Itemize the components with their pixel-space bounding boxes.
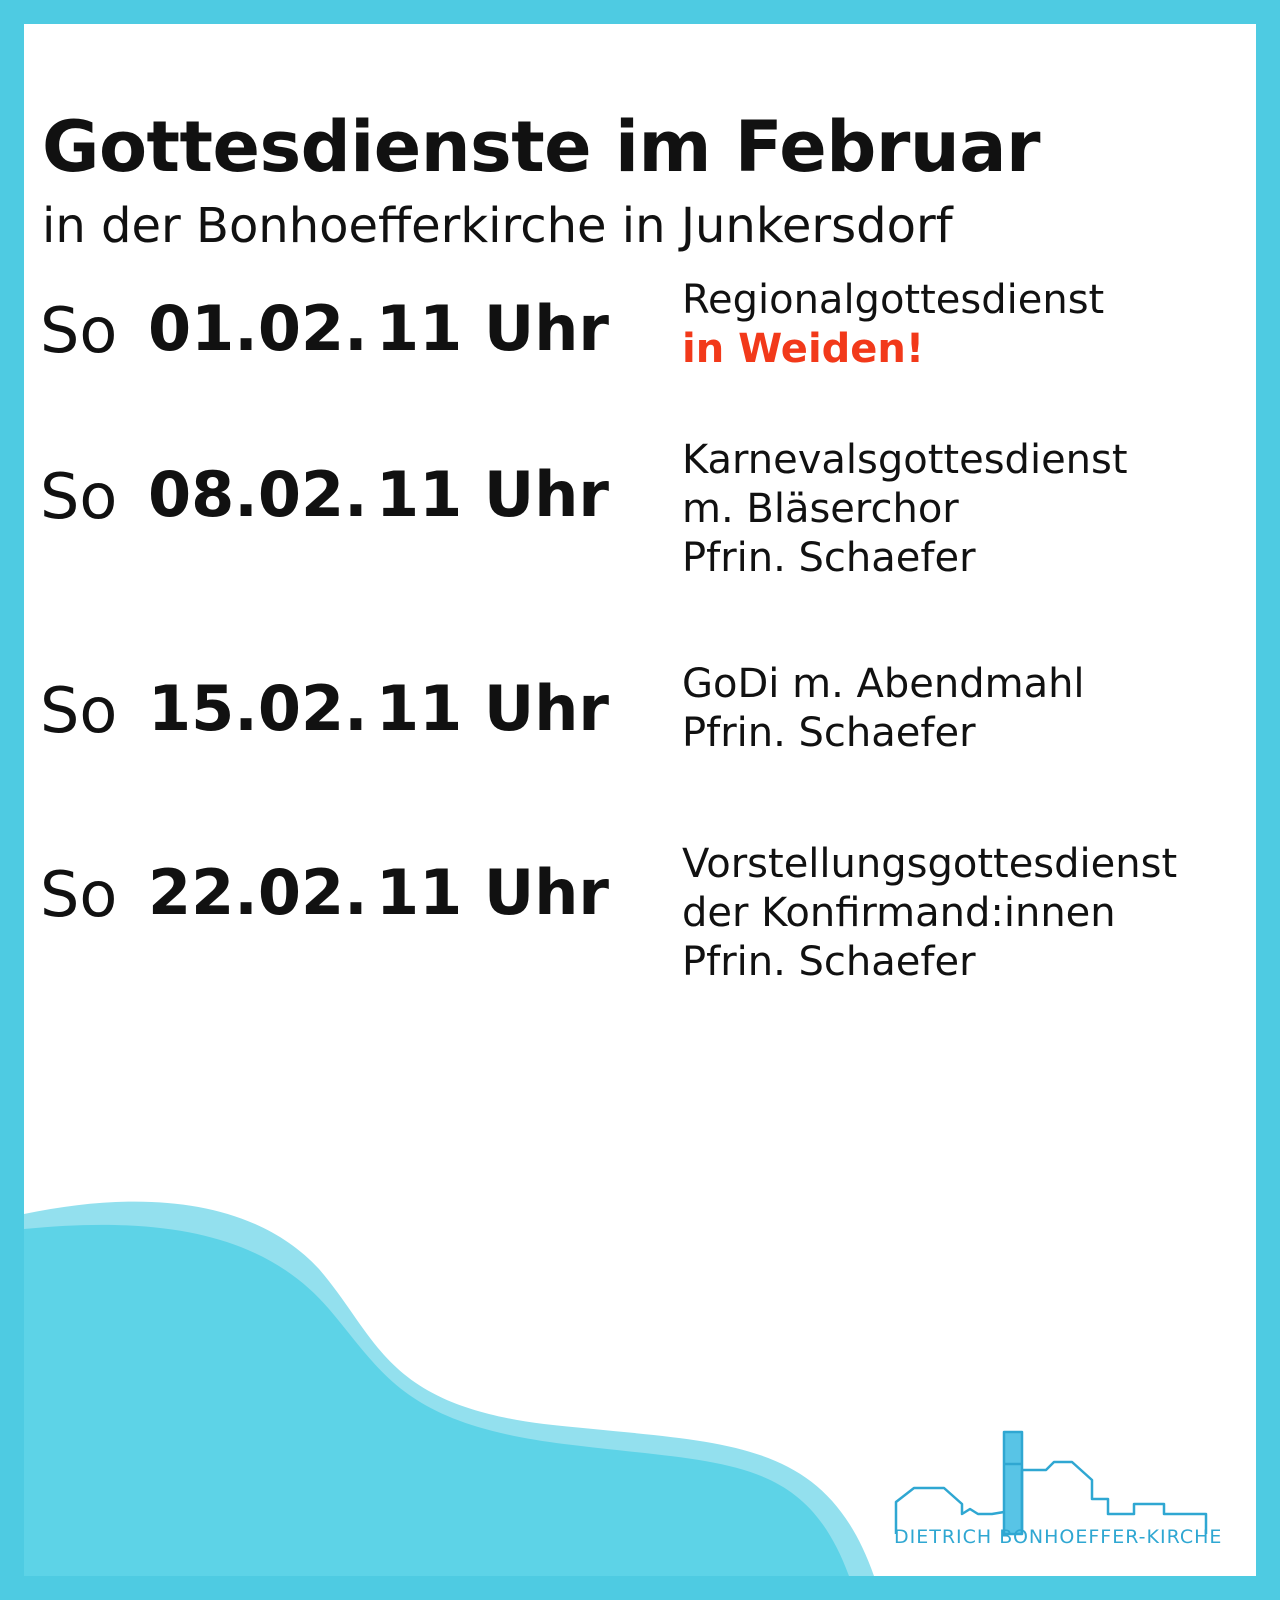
event-time: 11 Uhr	[376, 856, 609, 929]
event-date: 15.02.	[148, 672, 368, 745]
wave-decoration	[24, 1201, 874, 1576]
event-date: 22.02.	[148, 856, 368, 929]
event-time: 11 Uhr	[376, 672, 609, 745]
event-description-line: m. Bläserchor	[682, 486, 959, 532]
event-location-highlight: in Weiden!	[682, 326, 925, 372]
event-description-line: Pfrin. Schaefer	[682, 710, 976, 756]
poster-card: Gottesdienste im Februar in der Bonhoeff…	[24, 24, 1256, 1576]
event-description-line: Pfrin. Schaefer	[682, 939, 976, 985]
event-description: Vorstellungsgottesdienst der Konfirmand:…	[682, 840, 1177, 987]
event-day: So	[40, 674, 118, 747]
event-description-line: Regionalgottesdienst	[682, 277, 1105, 323]
event-description-line: Karnevalsgottesdienst	[682, 437, 1128, 483]
logo-text: DIETRICH BONHOEFFER-KIRCHE	[894, 1526, 1223, 1548]
event-description-line: der Konfirmand:innen	[682, 890, 1116, 936]
page-title: Gottesdienste im Februar	[42, 106, 1040, 188]
event-day: So	[40, 294, 118, 367]
event-description-line: Pfrin. Schaefer	[682, 535, 976, 581]
event-description: Regionalgottesdienst in Weiden!	[682, 276, 1104, 374]
church-building-icon	[894, 1430, 1208, 1536]
page-subtitle: in der Bonhoefferkirche in Junkersdorf	[42, 198, 953, 254]
event-description-line: GoDi m. Abendmahl	[682, 661, 1085, 707]
event-day: So	[40, 858, 118, 931]
event-time: 11 Uhr	[376, 458, 609, 531]
event-time: 11 Uhr	[376, 292, 609, 365]
event-date: 08.02.	[148, 458, 368, 531]
event-date: 01.02.	[148, 292, 368, 365]
event-day: So	[40, 460, 118, 533]
event-description: GoDi m. Abendmahl Pfrin. Schaefer	[682, 660, 1085, 758]
event-description-line: Vorstellungsgottesdienst	[682, 841, 1178, 887]
event-description: Karnevalsgottesdienst m. Bläserchor Pfri…	[682, 436, 1128, 583]
